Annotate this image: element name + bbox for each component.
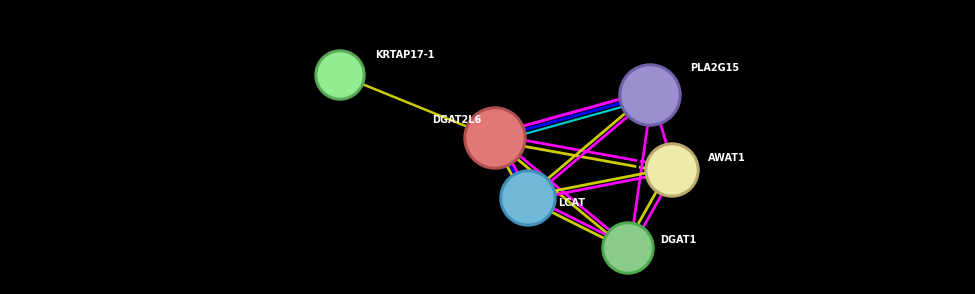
Text: KRTAP17-1: KRTAP17-1 bbox=[375, 50, 435, 60]
Circle shape bbox=[500, 170, 556, 226]
Circle shape bbox=[605, 225, 651, 271]
Circle shape bbox=[602, 222, 654, 274]
Circle shape bbox=[315, 50, 365, 100]
Circle shape bbox=[622, 67, 678, 123]
Circle shape bbox=[619, 64, 681, 126]
Circle shape bbox=[467, 110, 523, 166]
Text: LCAT: LCAT bbox=[558, 198, 585, 208]
Circle shape bbox=[648, 146, 696, 194]
Circle shape bbox=[645, 143, 699, 197]
Text: PLA2G15: PLA2G15 bbox=[690, 63, 739, 73]
Circle shape bbox=[318, 53, 362, 97]
Circle shape bbox=[503, 173, 553, 223]
Text: DGAT1: DGAT1 bbox=[660, 235, 696, 245]
Circle shape bbox=[464, 107, 526, 169]
Text: DGAT2L6: DGAT2L6 bbox=[432, 115, 482, 125]
Text: AWAT1: AWAT1 bbox=[708, 153, 746, 163]
